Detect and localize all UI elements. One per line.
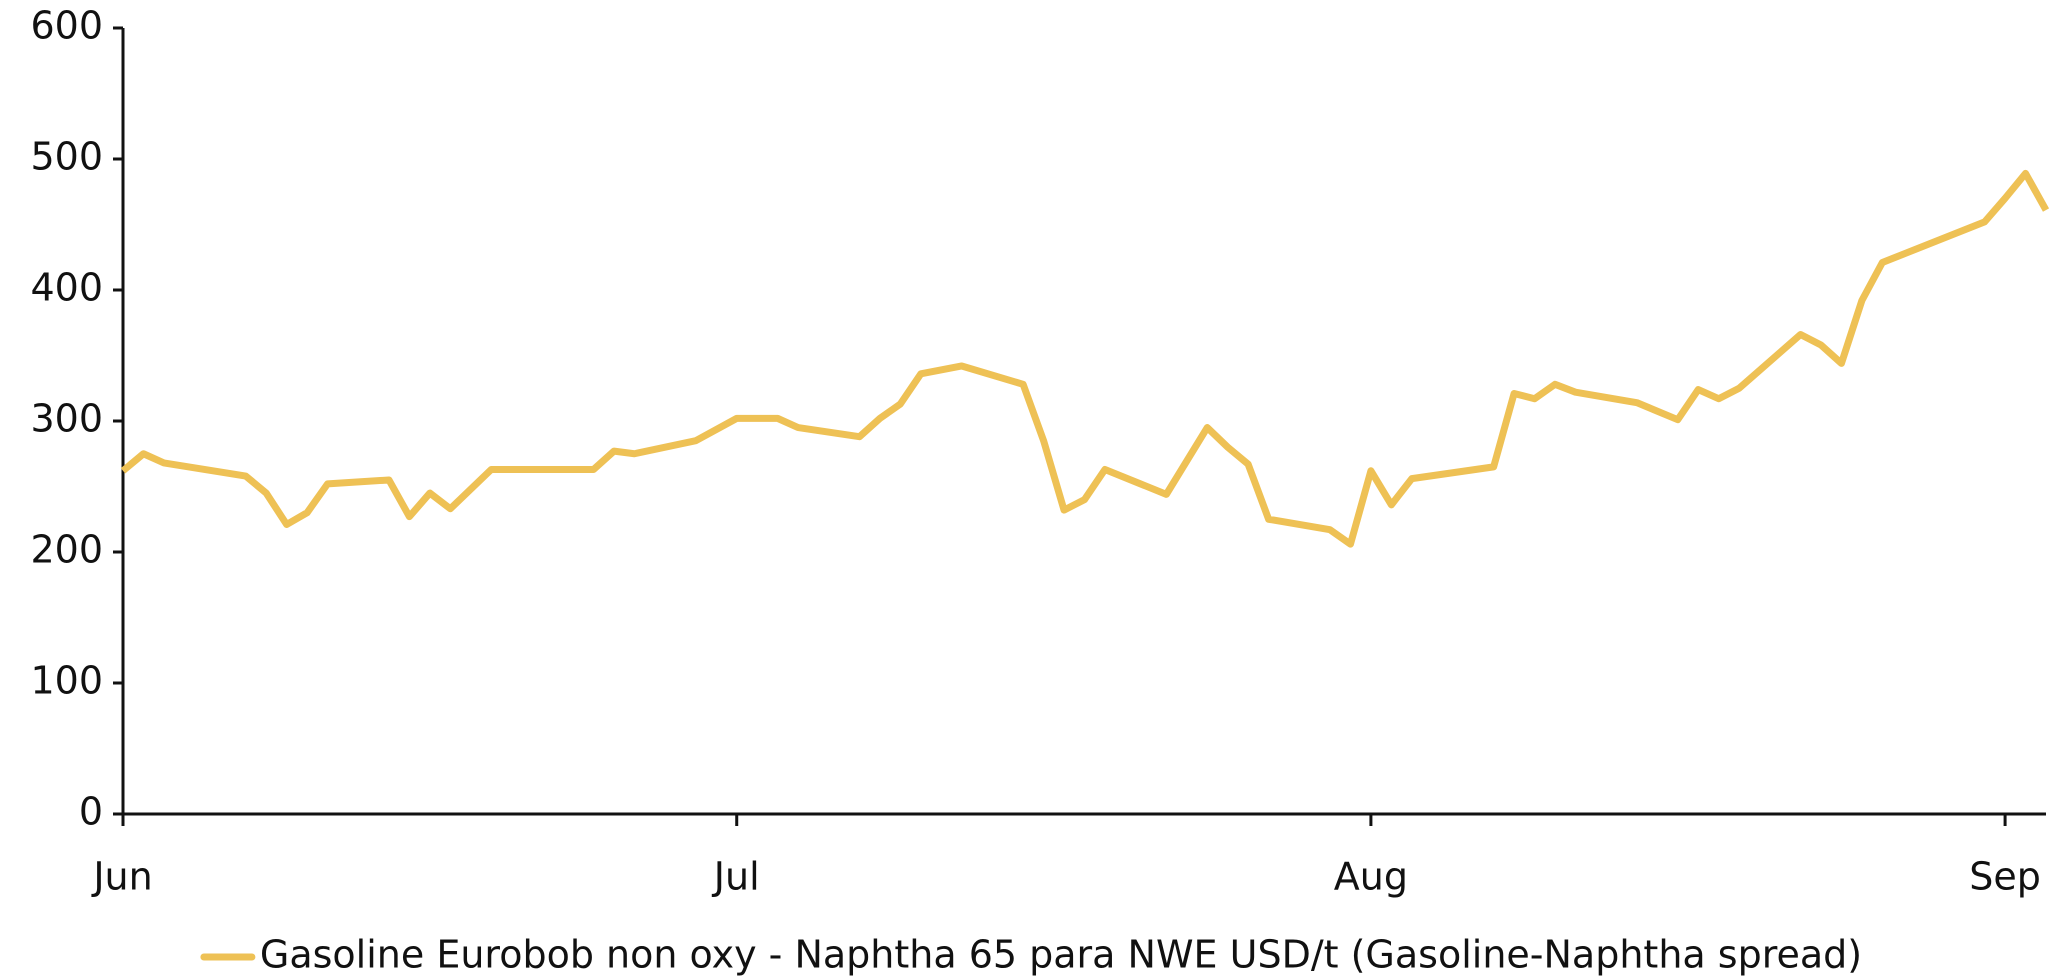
y-tick-label: 300 [30, 397, 103, 441]
x-tick-label: Jul [712, 855, 760, 899]
series-line [120, 169, 2050, 548]
y-tick-label: 400 [30, 266, 103, 310]
x-tick-label: Aug [1334, 855, 1408, 899]
legend-label: Gasoline Eurobob non oxy - Naphtha 65 pa… [260, 933, 1862, 977]
x-tick-label: Sep [1969, 855, 2041, 899]
y-tick-label: 100 [30, 659, 103, 703]
y-tick-label: 600 [30, 4, 103, 48]
x-tick-label: Jun [91, 855, 152, 899]
y-tick-label: 500 [30, 135, 103, 179]
y-tick-label: 200 [30, 528, 103, 572]
y-tick-label: 0 [79, 790, 103, 834]
